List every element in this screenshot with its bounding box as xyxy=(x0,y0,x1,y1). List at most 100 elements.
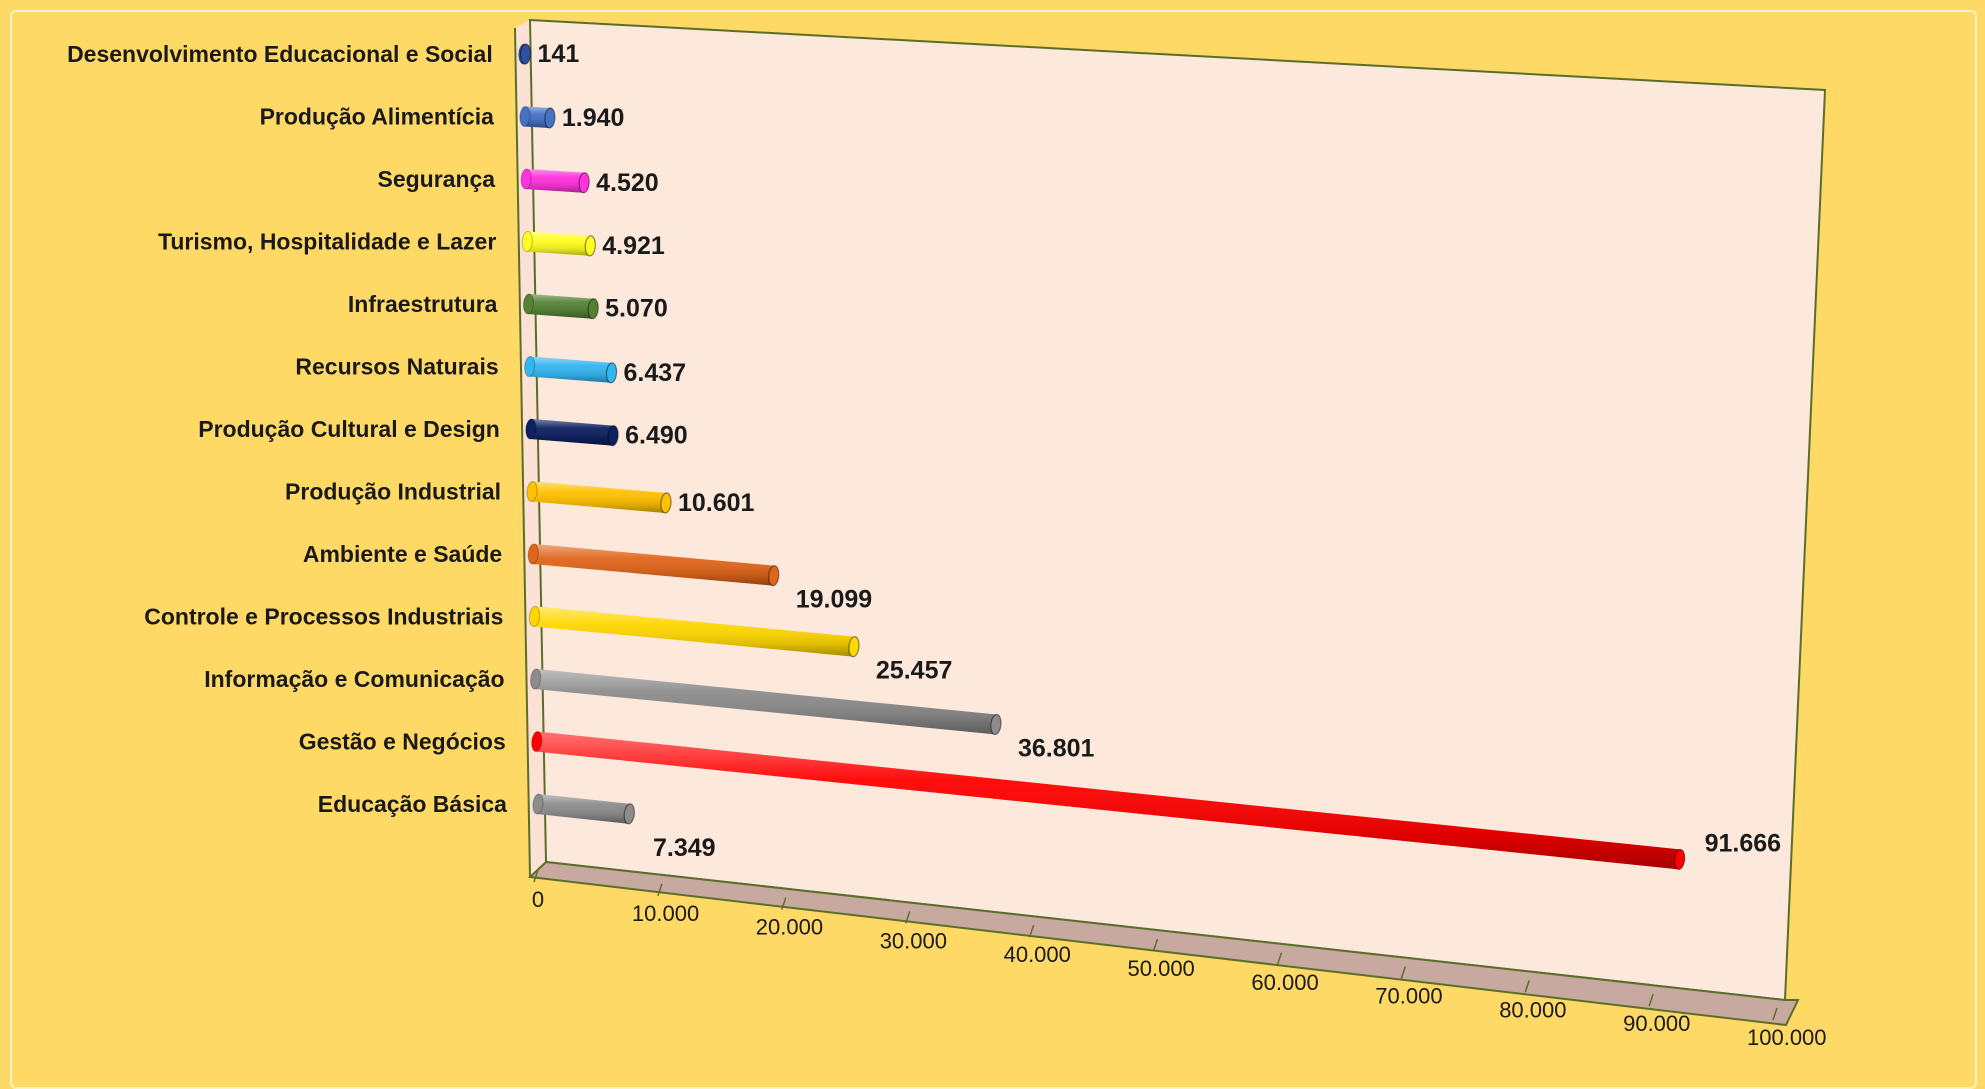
x-tick-mark xyxy=(1400,966,1407,979)
value-label: 10.601 xyxy=(678,489,755,517)
x-tick-label: 80.000 xyxy=(1499,997,1566,1022)
bar-shade xyxy=(532,544,775,586)
value-label: 4.921 xyxy=(602,232,665,260)
bar-cap-end xyxy=(990,713,1002,736)
bar-producao-industrial xyxy=(526,481,672,514)
x-axis: 0 10.000 20.000 30.000 40.000 50.000 60.000 70.… xyxy=(532,869,1827,1050)
bar-cap-start xyxy=(520,168,532,190)
bar-producao-cultural-e-design xyxy=(525,418,619,447)
category-label: Recursos Naturais xyxy=(295,353,498,379)
bar-informacao-e-comunicacao xyxy=(530,668,1002,736)
x-tick-label: 0 xyxy=(532,887,544,912)
x-tick-mark xyxy=(1524,980,1530,993)
x-tick-label: 60.000 xyxy=(1251,970,1318,995)
category-label: Informação e Comunicação xyxy=(204,666,504,692)
side-wall xyxy=(515,20,546,877)
x-tick-mark xyxy=(781,897,787,910)
x-tick-mark xyxy=(1028,924,1035,938)
value-label: 7.349 xyxy=(653,834,716,862)
bar-shade xyxy=(534,669,997,735)
category-label: Ambiente e Saúde xyxy=(303,541,502,567)
bar-cap-start xyxy=(528,606,540,627)
bar-shade xyxy=(530,419,614,446)
x-tick-mark xyxy=(904,911,911,924)
category-label: Turismo, Hospitalidade e Lazer xyxy=(158,228,496,254)
x-tick-mark xyxy=(657,883,663,897)
value-label: 6.490 xyxy=(625,422,688,450)
category-label: Segurança xyxy=(377,166,495,192)
floor xyxy=(527,860,1800,1027)
x-tick-mark xyxy=(1276,952,1283,966)
x-tick-label: 40.000 xyxy=(1004,942,1071,967)
category-label: Produção Industrial xyxy=(285,479,501,505)
bar-shade xyxy=(527,294,594,319)
bars xyxy=(518,43,1686,870)
bar-cap-end xyxy=(1673,848,1686,870)
bar-cap-end xyxy=(607,425,619,447)
category-label: Desenvolvimento Educacional e Social xyxy=(67,41,493,67)
bar-seguranca xyxy=(520,168,590,194)
bar-cap-end xyxy=(519,43,532,65)
bar-cap-start xyxy=(521,231,533,252)
bar-shade xyxy=(533,606,855,657)
bar-cap-end xyxy=(544,107,556,129)
bar-ambiente-e-saude xyxy=(527,543,780,587)
bar-shade xyxy=(531,481,667,513)
value-label: 141 xyxy=(538,40,580,68)
x-tick-label: 10.000 xyxy=(632,901,699,926)
plot-walls xyxy=(514,18,1827,1027)
bar-cap-end xyxy=(605,362,618,384)
bar-producao-alimenticia xyxy=(519,106,556,129)
x-tick-label: 100.000 xyxy=(1747,1025,1827,1050)
bar-cap-start xyxy=(526,481,538,502)
bar-controle-e-processos-industriais xyxy=(528,606,860,658)
bar-cap-start xyxy=(519,106,531,127)
value-label: 6.437 xyxy=(624,359,687,387)
x-tick-label: 70.000 xyxy=(1375,984,1442,1009)
bar-shade xyxy=(528,356,613,383)
bar-recursos-naturais xyxy=(524,356,618,384)
x-tick-label: 20.000 xyxy=(756,915,823,940)
category-label: Infraestrutura xyxy=(348,291,498,317)
bar-cap-start xyxy=(522,293,535,315)
value-label: 5.070 xyxy=(605,295,668,323)
bar-cap-start xyxy=(527,543,539,565)
bar-infraestrutura xyxy=(522,293,599,320)
x-tick-mark xyxy=(1152,938,1159,952)
category-label: Gestão e Negócios xyxy=(299,729,506,755)
bar-shade xyxy=(526,231,591,256)
category-label: Produção Alimentícia xyxy=(260,103,495,129)
x-tick-label: 90.000 xyxy=(1623,1011,1690,1036)
bar-cap-start xyxy=(531,731,543,752)
bar-cap-start xyxy=(532,793,544,815)
bar-shade xyxy=(525,169,585,193)
bar-cap-end xyxy=(587,298,599,320)
category-label: Educação Básica xyxy=(318,791,507,817)
bar-shade xyxy=(536,794,631,824)
bar-cap-end xyxy=(660,492,672,514)
bar-cap-end xyxy=(848,636,860,658)
y-axis: Desenvolvimento Educacional e Social Prod… xyxy=(67,41,507,817)
category-label: Controle e Processos Industriais xyxy=(144,604,503,630)
category-label: Produção Cultural e Design xyxy=(198,416,500,442)
bar-cap-start xyxy=(524,356,536,377)
x-tick-mark xyxy=(1648,993,1654,1007)
bar-cap-start xyxy=(525,418,537,440)
bar-cap-end xyxy=(578,172,590,194)
x-tick-label: 50.000 xyxy=(1128,956,1195,981)
bar-cap-end xyxy=(768,565,780,587)
value-label: 19.099 xyxy=(796,586,872,614)
bar-cap-end xyxy=(623,803,635,825)
bar-shade xyxy=(535,731,1681,870)
bar-cap-start xyxy=(530,668,542,690)
value-label: 25.457 xyxy=(876,657,952,685)
bar-cap-end xyxy=(584,235,596,257)
bar-shade xyxy=(524,106,551,128)
bar-educacao-basica xyxy=(532,793,635,825)
data-labels: 141 1.940 4.520 4.921 5.070 6.437 6.490 10.601 1… xyxy=(538,40,1782,862)
value-label: 36.801 xyxy=(1018,734,1095,762)
bar-turismo-hospitalidade-e-lazer xyxy=(521,231,596,257)
value-label: 4.520 xyxy=(596,169,659,197)
